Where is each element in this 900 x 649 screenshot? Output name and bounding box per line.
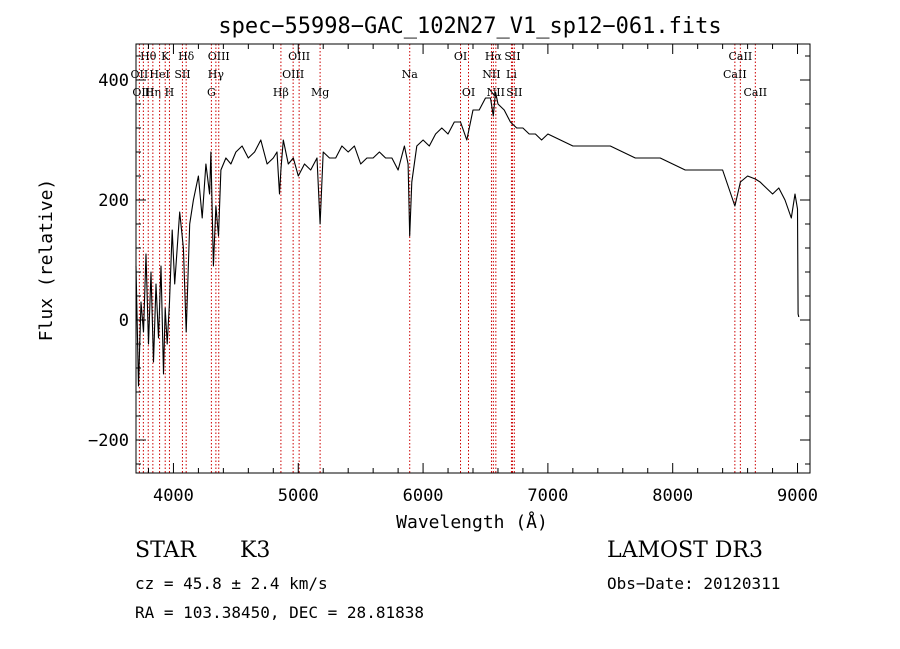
line-marker-label: CaII — [743, 86, 767, 99]
line-marker-label: Hδ — [178, 50, 195, 63]
line-marker-label: Hη — [145, 86, 161, 99]
line-marker-label: Na — [402, 68, 419, 81]
line-marker-label: OIII — [282, 68, 304, 81]
line-marker-label: Li — [506, 68, 517, 81]
line-marker-label: Mg — [311, 86, 329, 99]
x-tick-label: 5000 — [278, 486, 319, 506]
x-tick-label: 9000 — [777, 486, 818, 506]
y-tick-label: 200 — [98, 191, 129, 211]
line-marker-label: SII — [506, 86, 522, 99]
axes: 4000 5000 6000 7000 8000 9000 −200 0 200 400 — [88, 43, 818, 506]
line-marker-label: OII — [131, 68, 149, 81]
line-marker-label: Hθ — [140, 50, 157, 63]
line-marker-label: Hα — [485, 50, 503, 63]
sky-coordinates: RA = 103.38450, DEC = 28.81838 — [135, 603, 424, 622]
line-marker-label: Hβ — [273, 86, 289, 99]
y-tick-label: −200 — [88, 431, 129, 451]
plot-frame — [135, 43, 811, 474]
line-marker-label: OIII — [208, 50, 230, 63]
line-marker-label: SII — [504, 50, 520, 63]
survey-name: LAMOST DR3 — [607, 538, 763, 563]
line-marker-label: Hγ — [208, 68, 225, 81]
line-marker-label: NII — [482, 68, 500, 81]
x-tick-label: 8000 — [652, 486, 693, 506]
line-marker-label: SII — [174, 68, 190, 81]
line-marker-label: K — [161, 50, 170, 63]
x-tick-label: 7000 — [527, 486, 568, 506]
observation-date: Obs−Date: 20120311 — [607, 574, 781, 593]
line-marker-label: HeI — [149, 68, 169, 81]
line-marker-label: OI — [462, 86, 475, 99]
y-axis-label: Flux (relative) — [36, 179, 57, 342]
flux-series — [135, 91, 800, 387]
chart-title: spec−55998−GAC_102N27_V1_sp12−061.fits — [218, 14, 721, 39]
line-marker-label: G — [207, 86, 216, 99]
redshift-cz: cz = 45.8 ± 2.4 km/s — [135, 574, 328, 593]
y-tick-label: 0 — [119, 311, 129, 331]
y-tick-label: 400 — [98, 71, 129, 91]
line-marker-label: H — [165, 86, 175, 99]
x-tick-label: 6000 — [403, 486, 444, 506]
line-marker-label: CaII — [729, 50, 753, 63]
line-marker-label: OI — [454, 50, 467, 63]
line-marker-label: CaII — [723, 68, 747, 81]
flux-line — [135, 91, 800, 387]
object-subclass: K3 — [240, 538, 271, 563]
line-marker-label: OIII — [132, 86, 154, 99]
x-axis-label: Wavelength (Å) — [396, 511, 548, 533]
line-marker-label: OIII — [288, 50, 310, 63]
object-class: STAR — [135, 538, 196, 563]
x-tick-label: 4000 — [153, 486, 194, 506]
